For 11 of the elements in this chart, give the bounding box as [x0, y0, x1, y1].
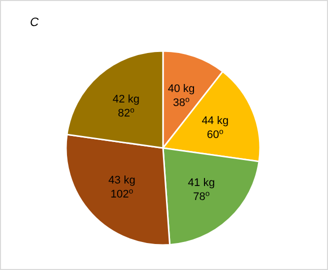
slice-label: 41 kg: [188, 177, 215, 190]
data-label: 38$^{o}$: [173, 94, 190, 109]
data-label: 82$^{o}$: [118, 105, 134, 120]
data-label: 78$^{o}$: [193, 188, 210, 204]
data-label: 102$^{o}$: [110, 186, 134, 200]
slice-label: 43 kg: [108, 174, 136, 186]
slice-label: 42 kg: [112, 94, 140, 106]
data-label: 60$^{o}$: [206, 126, 224, 141]
slice-label: 40 kg: [168, 82, 195, 95]
slice-label: 44 kg: [202, 114, 229, 127]
chart-title: C: [30, 15, 39, 29]
